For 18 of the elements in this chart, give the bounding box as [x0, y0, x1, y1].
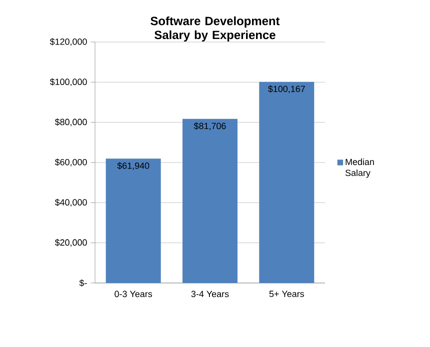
- x-tick-label: 5+ Years: [269, 290, 304, 298]
- y-tick-label: $20,000: [54, 238, 87, 247]
- y-tick-label: $100,000: [50, 78, 87, 86]
- bar: [106, 158, 161, 283]
- data-label: $100,167: [268, 85, 305, 94]
- x-tick-label: 0-3 Years: [114, 290, 152, 298]
- data-label: $61,940: [117, 162, 150, 170]
- chart-title: Software Development Salary by Experience: [150, 16, 280, 42]
- y-tick-label: $80,000: [54, 118, 87, 126]
- data-label: $81,706: [194, 122, 226, 130]
- bar: [182, 118, 238, 283]
- bar: [259, 82, 314, 283]
- y-tick-label: $120,000: [50, 38, 87, 46]
- legend-label: Median Salary: [345, 158, 374, 178]
- y-tick-label: $-: [79, 279, 87, 287]
- y-tick-label: $60,000: [54, 158, 87, 166]
- x-tick-label: 3-4 Years: [191, 290, 229, 298]
- y-tick-label: $40,000: [54, 198, 87, 207]
